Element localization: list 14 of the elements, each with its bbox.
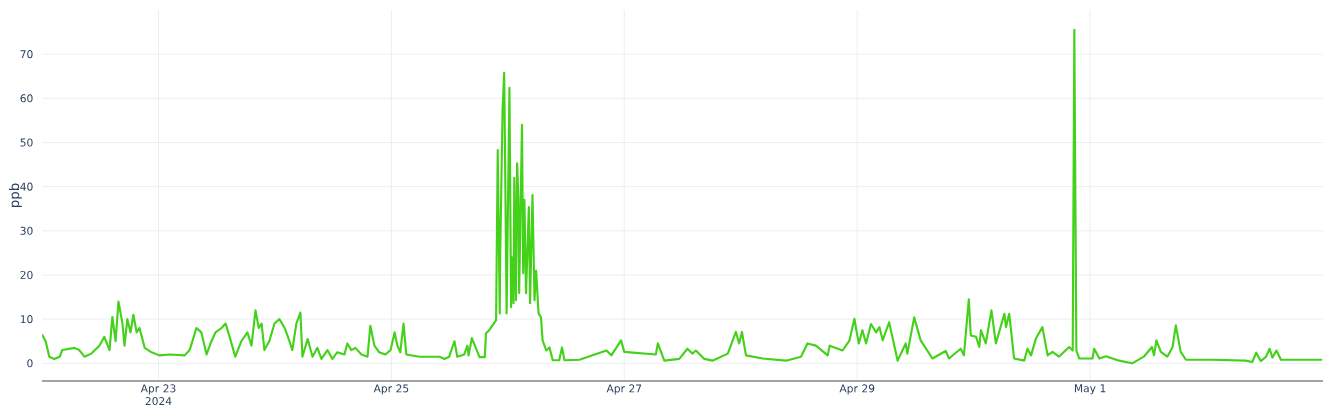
y-tick-label: 0 [27, 359, 33, 368]
y-tick-label: 70 [20, 50, 33, 59]
x-tick-label: Apr 25 [373, 384, 409, 395]
y-tick-label: 60 [20, 94, 33, 103]
y-axis-title: ppb [8, 183, 22, 207]
y-tick-label: 10 [20, 315, 33, 324]
x-tick-label: Apr 29 [839, 384, 875, 395]
y-tick-label: 50 [20, 138, 33, 147]
y-tick-label: 30 [20, 226, 33, 235]
x-tick-label: May 1 [1074, 384, 1106, 395]
y-tick-label: 20 [20, 270, 33, 280]
x-tick-label: Apr 27 [606, 384, 642, 395]
x-tick-label: Apr 23 2024 [140, 384, 176, 406]
y-tick-label: 40 [20, 182, 33, 191]
